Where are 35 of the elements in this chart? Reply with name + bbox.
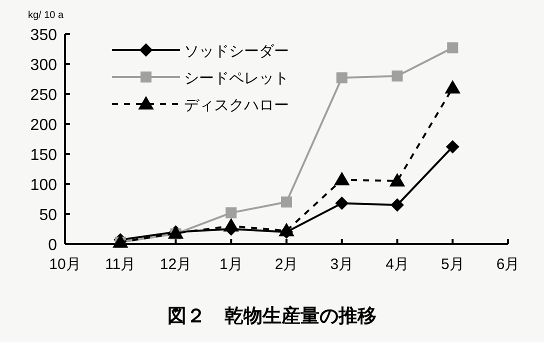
x-tick-label: 1月 [219, 256, 243, 273]
y-tick-label: 200 [30, 117, 58, 134]
point [336, 72, 348, 84]
x-tick-label: 11月 [105, 256, 136, 273]
point [226, 207, 237, 218]
x-tick-label: 2月 [274, 256, 298, 273]
point [334, 172, 350, 186]
legend-label: シードペレット [184, 70, 289, 87]
text: 図２ 乾物生産量の推移 [168, 305, 376, 327]
point [390, 198, 404, 212]
point [281, 196, 292, 208]
point [279, 223, 294, 236]
y-tick-label: 300 [30, 57, 58, 74]
y-tick-label: 0 [48, 237, 58, 254]
y-tick-label: 350 [30, 27, 58, 44]
x-tick-label: 3月 [330, 256, 354, 273]
legend-label: ディスクハロー [184, 97, 289, 114]
point [447, 42, 458, 54]
point [390, 174, 405, 186]
x-tick-label: 4月 [386, 256, 409, 273]
x-tick-label: 12月 [160, 256, 192, 273]
x-tick-label: 5月 [440, 256, 464, 273]
y-tick-label: 250 [30, 87, 58, 104]
legend-label: ソッドシーダー [184, 43, 289, 60]
x-tick-label: 6月 [496, 256, 520, 273]
point [224, 218, 239, 232]
y-axis-title: kg/ 10 a [28, 10, 64, 21]
x-tick-label: 10月 [49, 256, 81, 273]
point [446, 140, 460, 154]
y-tick-label: 100 [30, 177, 58, 194]
y-tick-label: 150 [30, 147, 58, 164]
point [392, 70, 403, 82]
point [445, 80, 460, 94]
point [335, 196, 348, 210]
y-tick-label: 50 [39, 207, 58, 224]
